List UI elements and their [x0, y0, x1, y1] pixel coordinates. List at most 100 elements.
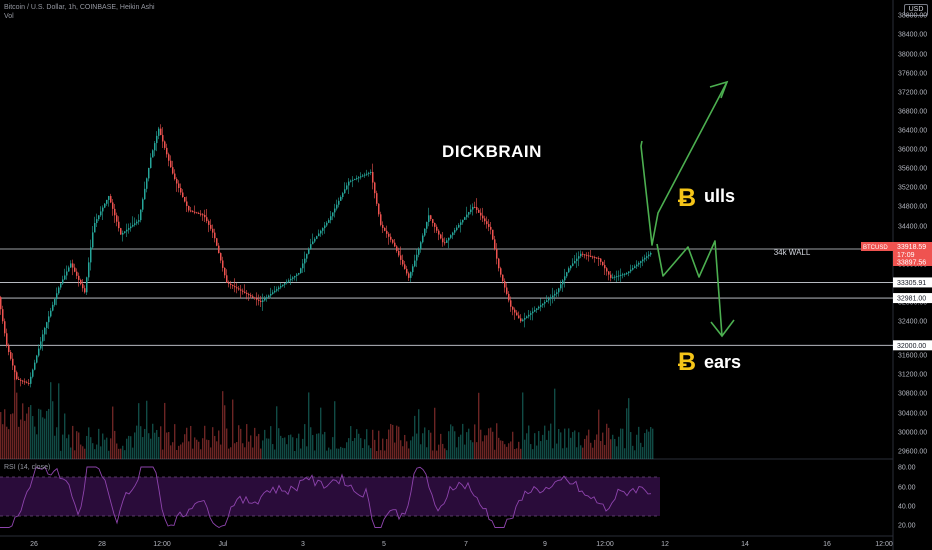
candle-body — [146, 178, 148, 189]
volume-bar — [14, 372, 16, 459]
time-tick-label: 5 — [382, 541, 386, 548]
candle-body — [634, 266, 636, 268]
volume-bar — [160, 426, 162, 459]
volume-bar — [362, 448, 364, 459]
volume-bar — [24, 420, 26, 459]
candle-body — [90, 247, 92, 263]
volume-bar — [188, 441, 190, 459]
volume-bar — [602, 432, 604, 459]
candle-body — [156, 135, 158, 144]
volume-bar — [152, 423, 154, 459]
volume-bar — [556, 443, 558, 459]
volume-bar — [564, 428, 566, 459]
volume-bar — [206, 439, 208, 459]
volume-bar — [506, 446, 508, 459]
volume-bar — [54, 435, 56, 459]
volume-bar — [294, 450, 296, 459]
volume-bar — [280, 435, 282, 459]
bid-price-label: 33897.56 — [897, 260, 926, 267]
candle-body — [476, 207, 478, 210]
volume-bar — [260, 448, 262, 459]
candle-body — [88, 262, 90, 278]
candle-body — [546, 300, 548, 302]
candle-body — [564, 276, 566, 281]
candle-body — [104, 203, 106, 208]
candle-body — [360, 176, 362, 178]
candle-body — [648, 254, 650, 257]
volume-bar — [88, 427, 90, 459]
volume-bar — [440, 433, 442, 459]
volume-bar — [380, 450, 382, 459]
candle-body — [190, 210, 192, 212]
volume-bar — [4, 409, 6, 459]
candle-body — [366, 173, 368, 175]
candle-body — [292, 277, 294, 279]
bear-arrow — [656, 240, 723, 337]
volume-bar — [44, 418, 46, 459]
volume-bar — [544, 425, 546, 459]
volume-bar — [504, 444, 506, 459]
candle-body — [248, 294, 250, 296]
candle-body — [506, 287, 508, 294]
volume-bar — [474, 424, 476, 459]
volume-bar — [518, 441, 520, 459]
candle-body — [322, 228, 324, 231]
volume-bar — [508, 443, 510, 459]
candle-body — [518, 315, 520, 319]
volume-bar — [292, 437, 294, 459]
volume-bar — [396, 425, 398, 459]
currency-button[interactable]: USD — [904, 4, 928, 16]
volume-bar — [462, 423, 464, 459]
volume-bar — [256, 436, 258, 459]
candle-body — [142, 199, 144, 210]
bears-bitcoin-symbol: Ƀ — [678, 348, 696, 376]
volume-bar — [560, 432, 562, 459]
volume-bar — [536, 445, 538, 459]
volume-bar — [486, 435, 488, 459]
candle-body — [556, 292, 558, 294]
candle-body — [558, 288, 560, 293]
candle-body — [410, 272, 412, 278]
volume-bar — [80, 444, 82, 459]
candle-body — [420, 242, 422, 249]
candle-body — [386, 230, 388, 234]
price-tick-label: 30400.00 — [898, 411, 927, 418]
candle-body — [94, 222, 96, 233]
volume-bar — [300, 448, 302, 459]
candle-body — [534, 309, 536, 312]
price-tick-label: 38400.00 — [898, 32, 927, 39]
volume-bar — [74, 450, 76, 459]
candle-body — [72, 263, 74, 268]
candle-body — [66, 271, 68, 276]
volume-bar — [128, 435, 130, 459]
volume-bar — [226, 428, 228, 459]
candle-body — [530, 313, 532, 315]
candle-body — [382, 224, 384, 228]
volume-bar — [12, 413, 14, 459]
volume-bar — [338, 448, 340, 459]
candle-body — [526, 316, 528, 319]
candle-body — [96, 219, 98, 223]
candle-body — [524, 318, 526, 320]
volume-bar — [442, 443, 444, 459]
candle-body — [314, 238, 316, 242]
volume-bar — [162, 449, 164, 459]
volume-bar — [386, 438, 388, 459]
candle-body — [326, 222, 328, 226]
candle-body — [434, 222, 436, 227]
volume-bar — [334, 401, 336, 459]
volume-bar — [318, 433, 320, 459]
volume-bar — [500, 440, 502, 459]
volume-bar — [66, 438, 68, 459]
volume-bar — [464, 444, 466, 459]
volume-bar — [304, 424, 306, 459]
volume-bar — [494, 449, 496, 459]
candle-body — [286, 281, 288, 284]
candle-body — [582, 253, 584, 255]
volume-bar — [110, 438, 112, 459]
volume-bar — [134, 432, 136, 459]
volume-bar — [552, 448, 554, 459]
volume-bar — [112, 406, 114, 459]
